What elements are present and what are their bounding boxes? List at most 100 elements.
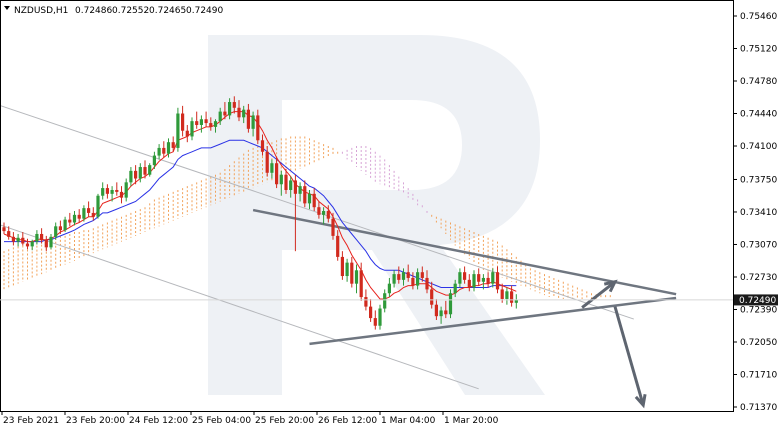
candle-body (30, 241, 34, 247)
candle (406, 264, 410, 282)
x-tick-label: 1 Mar 20:00 (444, 416, 499, 426)
candle (181, 105, 185, 137)
candle (378, 304, 382, 330)
arrow-head (603, 279, 618, 293)
candle (87, 201, 91, 217)
candle (82, 205, 86, 222)
candle (49, 233, 53, 250)
candle (157, 144, 161, 160)
candlesticks (2, 96, 518, 330)
tenkan-polyline (3, 111, 517, 300)
candle-body (491, 272, 495, 284)
candle (232, 96, 236, 114)
candle (25, 238, 30, 250)
candle (218, 107, 222, 125)
candle-body (383, 293, 387, 309)
candle-body (82, 208, 86, 219)
candle (275, 157, 279, 189)
candle-body (242, 109, 246, 118)
ohlc-low: 0.72465 (149, 6, 186, 16)
candle-body (91, 212, 95, 217)
candle-body (406, 272, 410, 278)
candle (270, 159, 274, 179)
candle (54, 222, 58, 240)
candle-body (510, 291, 514, 303)
x-tick-label: 23 Feb 20:00 (66, 416, 125, 426)
candle-body (223, 111, 227, 116)
candle-body (251, 115, 255, 129)
candle-body (298, 186, 302, 194)
candle (416, 268, 420, 290)
current-price-box (734, 294, 778, 306)
candle (411, 272, 415, 290)
candle (7, 226, 11, 240)
candle-body (11, 236, 15, 242)
candle-body (303, 186, 307, 204)
watermark-logo (208, 35, 545, 395)
candle (289, 176, 293, 198)
candle (110, 186, 114, 202)
channel-lower (0, 224, 479, 390)
forecast-arrows (581, 279, 647, 409)
candle (444, 300, 448, 319)
candle-body (430, 289, 434, 305)
candle-body (467, 279, 471, 288)
plot-frame (0, 0, 734, 412)
candle (340, 251, 344, 280)
candle-body (21, 237, 25, 244)
candle (453, 279, 457, 298)
candle (21, 232, 25, 246)
price-axis: 0.75460 0.75120 0.74780 0.74440 0.74100 0.737… (0, 0, 777, 413)
candle (293, 174, 297, 252)
candle-body (185, 130, 189, 137)
candle-body (500, 289, 504, 299)
candle (209, 117, 213, 131)
candle-body (514, 299, 518, 303)
candle (101, 182, 105, 200)
candle (387, 277, 391, 298)
candle-body (96, 195, 100, 217)
y-tick-label: 0.72390 (740, 305, 777, 315)
candle-body (284, 174, 288, 190)
y-tick-label: 0.74100 (740, 142, 777, 152)
candle (392, 270, 396, 288)
candle-body (275, 163, 279, 185)
candle (195, 111, 199, 129)
candle-body (63, 219, 67, 231)
symbol-label: NZDUSD,H1 (14, 6, 68, 16)
candle (430, 281, 434, 309)
arrow-up (581, 279, 618, 309)
candle-body (101, 188, 105, 196)
candle (58, 220, 62, 234)
candle-body (354, 270, 359, 284)
candle-body (7, 231, 11, 237)
candle (176, 107, 180, 152)
triangle-down-icon[interactable] (4, 6, 10, 10)
candle (30, 239, 34, 251)
watermark-r-shape (208, 35, 545, 395)
x-tick-label: 26 Feb 12:00 (318, 416, 377, 426)
candle (298, 182, 302, 202)
candle (397, 266, 401, 284)
candle-body (87, 208, 91, 213)
y-tick-label: 0.71710 (740, 370, 777, 380)
candle-body (40, 233, 44, 240)
candle (119, 186, 124, 204)
candle (336, 230, 340, 261)
candle-body (463, 272, 467, 280)
candle-body (359, 270, 363, 298)
candle (477, 268, 481, 286)
candle-body (336, 235, 340, 257)
candle-body (199, 119, 203, 125)
candle (138, 163, 142, 183)
candle-body (317, 207, 321, 215)
candle-body (68, 219, 72, 223)
ohlc-close: 0.72490 (186, 6, 223, 16)
candle-body (448, 293, 453, 315)
candle-body (411, 277, 415, 286)
candle-body (16, 237, 20, 242)
candle-body (115, 189, 119, 192)
candle-body (129, 170, 133, 183)
tenkan-line (3, 111, 517, 300)
current-price-label: 0.72490 (739, 296, 776, 306)
